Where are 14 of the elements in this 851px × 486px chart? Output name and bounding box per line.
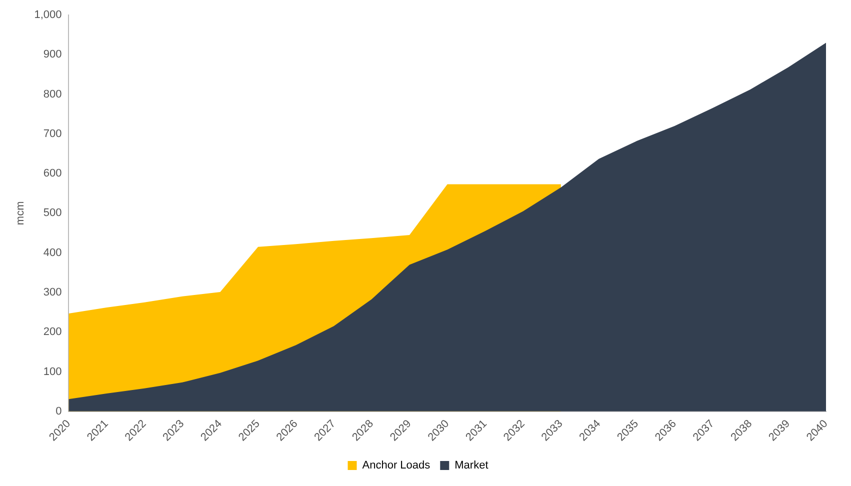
y-tick-label: 600 (43, 168, 62, 180)
y-axis-title: mcm (14, 201, 27, 226)
y-tick-label: 300 (43, 286, 62, 298)
legend-label: Anchor Loads (362, 460, 431, 472)
y-tick-label: 500 (43, 207, 62, 220)
legend-label: Market (454, 460, 488, 472)
y-tick-label: 100 (43, 366, 62, 378)
y-tick-label: 0 (56, 405, 62, 418)
y-tick-label: 900 (43, 48, 62, 61)
y-tick-label: 800 (43, 88, 62, 100)
y-tick-label: 200 (43, 326, 62, 338)
y-tick-label: 1,000 (34, 9, 62, 22)
y-tick-label: 700 (43, 128, 62, 140)
y-tick-label: 400 (43, 246, 62, 259)
